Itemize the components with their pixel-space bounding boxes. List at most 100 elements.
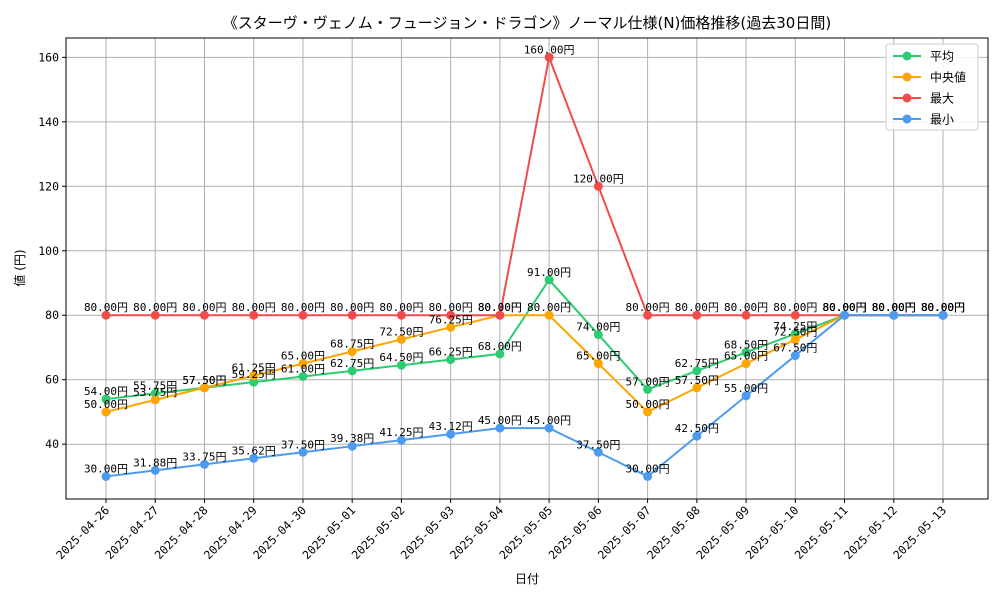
data-point (544, 275, 554, 285)
data-label: 80.00円 (872, 301, 916, 314)
data-label: 80.00円 (822, 301, 866, 314)
legend-marker (902, 72, 912, 82)
data-label: 59.25円 (232, 368, 276, 381)
data-point (741, 310, 751, 320)
data-label: 80.00円 (675, 301, 719, 314)
data-label: 74.00円 (576, 321, 620, 334)
series-line-1 (105, 314, 943, 414)
data-label: 37.50円 (281, 438, 325, 451)
data-point (347, 441, 357, 451)
data-label: 64.50円 (379, 351, 423, 364)
data-label: 80.00円 (872, 301, 916, 314)
data-point (150, 310, 160, 320)
data-point (150, 395, 160, 405)
data-label: 72.50円 (773, 325, 817, 338)
data-label: 80.00円 (527, 301, 571, 314)
data-point (347, 347, 357, 357)
data-point (101, 394, 111, 404)
legend-label: 最小 (930, 113, 954, 127)
data-point (199, 310, 209, 320)
data-point (692, 431, 702, 441)
data-label: 57.00円 (626, 375, 670, 388)
data-label: 57.50円 (182, 374, 226, 387)
data-label: 39.38円 (330, 432, 374, 445)
data-point (643, 407, 653, 417)
series-layer (101, 52, 948, 481)
data-point (741, 391, 751, 401)
data-label: 65.00円 (576, 350, 620, 363)
y-tick-label: 80 (45, 308, 59, 322)
data-label: 65.00円 (281, 350, 325, 363)
data-point (790, 351, 800, 361)
data-label: 61.25円 (232, 362, 276, 375)
data-label: 80.00円 (626, 301, 670, 314)
data-label: 50.00円 (84, 398, 128, 411)
data-point (495, 423, 505, 433)
data-label: 74.25円 (773, 320, 817, 333)
data-label: 80.00円 (84, 301, 128, 314)
legend-marker (902, 93, 912, 103)
data-label: 30.00円 (626, 462, 670, 475)
x-tick-label: 2025-05-13 (890, 503, 949, 562)
data-point (790, 310, 800, 320)
x-axis-label: 日付 (515, 572, 539, 586)
data-point (396, 334, 406, 344)
data-label: 66.25円 (429, 346, 473, 359)
data-label: 50.00円 (626, 398, 670, 411)
data-point (741, 347, 751, 357)
data-point (938, 310, 948, 320)
data-point (593, 447, 603, 457)
data-label: 62.75円 (330, 357, 374, 370)
legend-marker (902, 51, 912, 61)
data-label: 65.00円 (724, 350, 768, 363)
x-axis-ticks: 2025-04-262025-04-272025-04-282025-04-29… (53, 499, 949, 562)
y-tick-label: 60 (45, 373, 59, 387)
chart-title: 《スターヴ・ヴェノム・フュージョン・ドラゴン》ノーマル仕様(N)価格推移(過去3… (223, 14, 831, 32)
data-point (889, 310, 899, 320)
y-tick-label: 100 (38, 244, 59, 258)
data-label: 61.00円 (281, 362, 325, 375)
data-point (495, 349, 505, 359)
plot-frame (65, 37, 989, 500)
data-label: 43.12円 (429, 420, 473, 433)
data-point (593, 181, 603, 191)
data-point (790, 334, 800, 344)
data-label: 120.00円 (573, 172, 624, 185)
data-point (495, 310, 505, 320)
data-label: 80.00円 (429, 301, 473, 314)
series-line-2 (106, 53, 943, 317)
y-axis-ticks: 40 60 80 100 120 140 160 (38, 50, 66, 451)
data-point (446, 355, 456, 365)
data-label: 80.00円 (379, 301, 423, 314)
data-label: 41.25円 (379, 426, 423, 439)
data-point (101, 471, 111, 481)
data-label: 80.00円 (921, 301, 965, 314)
data-label: 80.00円 (478, 301, 522, 314)
data-point (692, 383, 702, 393)
data-point (396, 360, 406, 370)
data-label: 80.00円 (330, 301, 374, 314)
legend-label: 中央値 (930, 70, 966, 85)
data-label: 55.75円 (133, 379, 177, 392)
data-point (446, 310, 456, 320)
data-label: 67.50円 (773, 342, 817, 355)
y-tick-label: 40 (45, 437, 59, 451)
data-point (544, 310, 554, 320)
data-label: 42.50円 (675, 422, 719, 435)
data-label: 80.00円 (921, 301, 965, 314)
data-point (347, 366, 357, 376)
data-label: 160.00円 (524, 43, 575, 56)
data-point (692, 310, 702, 320)
data-label: 33.75円 (182, 450, 226, 463)
data-point (544, 52, 554, 62)
data-label: 80.00円 (822, 301, 866, 314)
data-label: 91.00円 (527, 266, 571, 279)
data-label: 80.00円 (182, 301, 226, 314)
series-line-3 (105, 314, 943, 478)
data-label: 80.00円 (822, 301, 866, 314)
legend-box (885, 43, 979, 131)
data-point (249, 453, 259, 463)
data-point (298, 310, 308, 320)
